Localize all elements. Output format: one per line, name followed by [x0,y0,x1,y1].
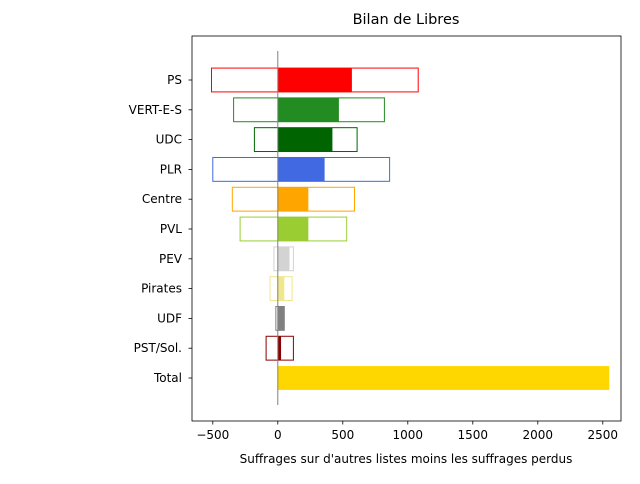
bar-net-plr [277,157,325,182]
bar-net-pvl [277,217,309,241]
y-tick-label-plr: PLR [160,162,182,176]
y-tick-label-udf: UDF [157,311,182,325]
chart-title: Bilan de Libres [353,12,460,28]
y-tick-label-vert-e-s: VERT-E-S [129,103,182,117]
bar-net-total [277,366,610,390]
y-tick-label-ps: PS [167,73,182,87]
bar-net-ps [277,68,352,92]
bar-range-vert-e-s [233,97,385,123]
bar-range-ps [211,67,419,93]
y-tick-label-centre: Centre [142,192,182,206]
bar-net-pst-sol [277,336,282,361]
bar-net-udc [277,127,333,152]
bar-net-centre [277,187,309,212]
y-tick-label-pev: PEV [159,252,183,266]
x-tick-label-2000: 2000 [523,428,554,442]
bar-range-centre [231,186,355,212]
bar-range-udc [253,127,358,153]
bar-net-pirates [277,276,285,301]
bar-net-vert-e-s [277,97,339,122]
bar-net-udf [277,306,285,331]
x-tick-label-1000: 1000 [393,428,424,442]
x-tick-label-2500: 2500 [588,428,619,442]
bar-range-pst-sol [265,335,294,361]
y-tick-label-total: Total [153,371,182,385]
bar-range-pvl [239,216,348,242]
bar-range-pev [273,246,294,272]
axes-frame [191,35,622,422]
y-tick-label-pst-sol: PST/Sol. [134,341,182,355]
x-tick-label--500: −500 [196,428,229,442]
x-tick-labels: −500 0 500 1000 1500 2000 2500 [196,421,618,442]
plot-area [191,35,622,422]
bar-range-udf [275,305,285,331]
bar-net-pev [277,246,290,271]
bar-range-plr [212,156,391,182]
y-tick-label-pirates: Pirates [141,282,182,296]
x-axis-label: Suffrages sur d'autres listes moins les … [240,452,573,466]
x-tick-label-0: 0 [274,428,282,442]
x-tick-label-1500: 1500 [458,428,489,442]
y-tick-label-pvl: PVL [160,222,182,236]
x-tick-label-500: 500 [331,428,354,442]
y-tick-labels: PS VERT-E-S UDC PLR Centre PVL PEV Pirates UDF PS… [129,73,192,385]
bar-range-pirates [269,276,293,302]
y-tick-label-udc: UDC [156,133,182,147]
